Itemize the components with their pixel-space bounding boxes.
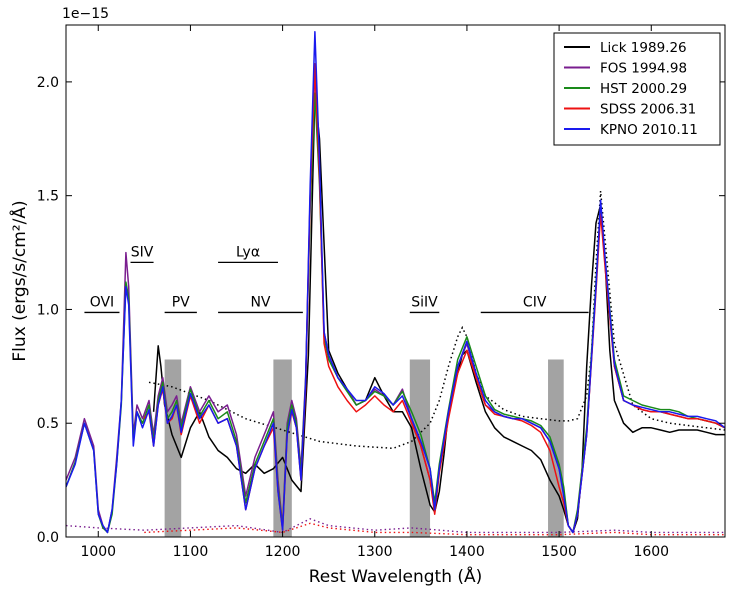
x-tick-label: 1200	[265, 544, 301, 560]
legend-label-sdss-2006-31: SDSS 2006.31	[600, 102, 696, 118]
x-tick-label: 1600	[633, 544, 669, 560]
y-axis-title: Flux (ergs/s/cm²/Å)	[8, 200, 30, 361]
y-tick-label: 0.0	[37, 530, 59, 546]
region-label-ly: Lyα	[236, 244, 260, 260]
x-tick-label: 1500	[541, 544, 577, 560]
shaded-band-4	[548, 359, 564, 537]
error-spectrum-2	[144, 522, 725, 536]
region-label-ovi: OVI	[90, 294, 114, 310]
y-tick-label: 2.0	[37, 75, 59, 91]
x-tick-label: 1100	[173, 544, 209, 560]
legend-label-lick-1989-26: Lick 1989.26	[600, 40, 687, 56]
series-line-kpno-2010-11	[66, 31, 725, 534]
legend-label-hst-2000-29: HST 2000.29	[600, 81, 687, 97]
y-axis-ticks: 0.0 0.5 1.0 1.5 2.0	[37, 75, 725, 546]
x-tick-label: 1000	[80, 544, 116, 560]
continuum-fit	[148, 191, 725, 450]
region-label-civ: CIV	[523, 294, 547, 310]
region-label-siv: SIV	[131, 244, 154, 260]
y-multiplier-label: 1e−15	[62, 6, 109, 22]
absorption-bands	[164, 359, 564, 537]
x-tick-label: 1300	[357, 544, 393, 560]
region-label-siiv: SiIV	[411, 294, 438, 310]
x-axis-ticks: 1000 1100 1200 1300 1400 1500 1600	[80, 25, 669, 560]
error-spectrum-1	[66, 518, 725, 534]
region-label-pv: PV	[172, 294, 190, 310]
legend: Lick 1989.26 FOS 1994.98 HST 2000.29 SDSS 2…	[553, 32, 721, 146]
x-tick-label: 1400	[449, 544, 485, 560]
legend-label-fos-1994-98: FOS 1994.98	[600, 61, 687, 77]
legend-label-kpno-2010-11: KPNO 2010.11	[600, 122, 698, 138]
plot-frame	[65, 24, 726, 538]
region-label-nv: NV	[250, 294, 270, 310]
region-markers: OVI SIV PV Lyα NV SiIV CIV	[84, 244, 589, 314]
x-axis-title: Rest Wavelength (Å)	[309, 565, 483, 587]
y-tick-label: 1.0	[37, 302, 59, 318]
y-tick-label: 1.5	[37, 189, 59, 205]
shaded-band-3	[409, 359, 431, 537]
y-tick-label: 0.5	[37, 416, 59, 432]
spectrum-lines	[66, 31, 725, 536]
